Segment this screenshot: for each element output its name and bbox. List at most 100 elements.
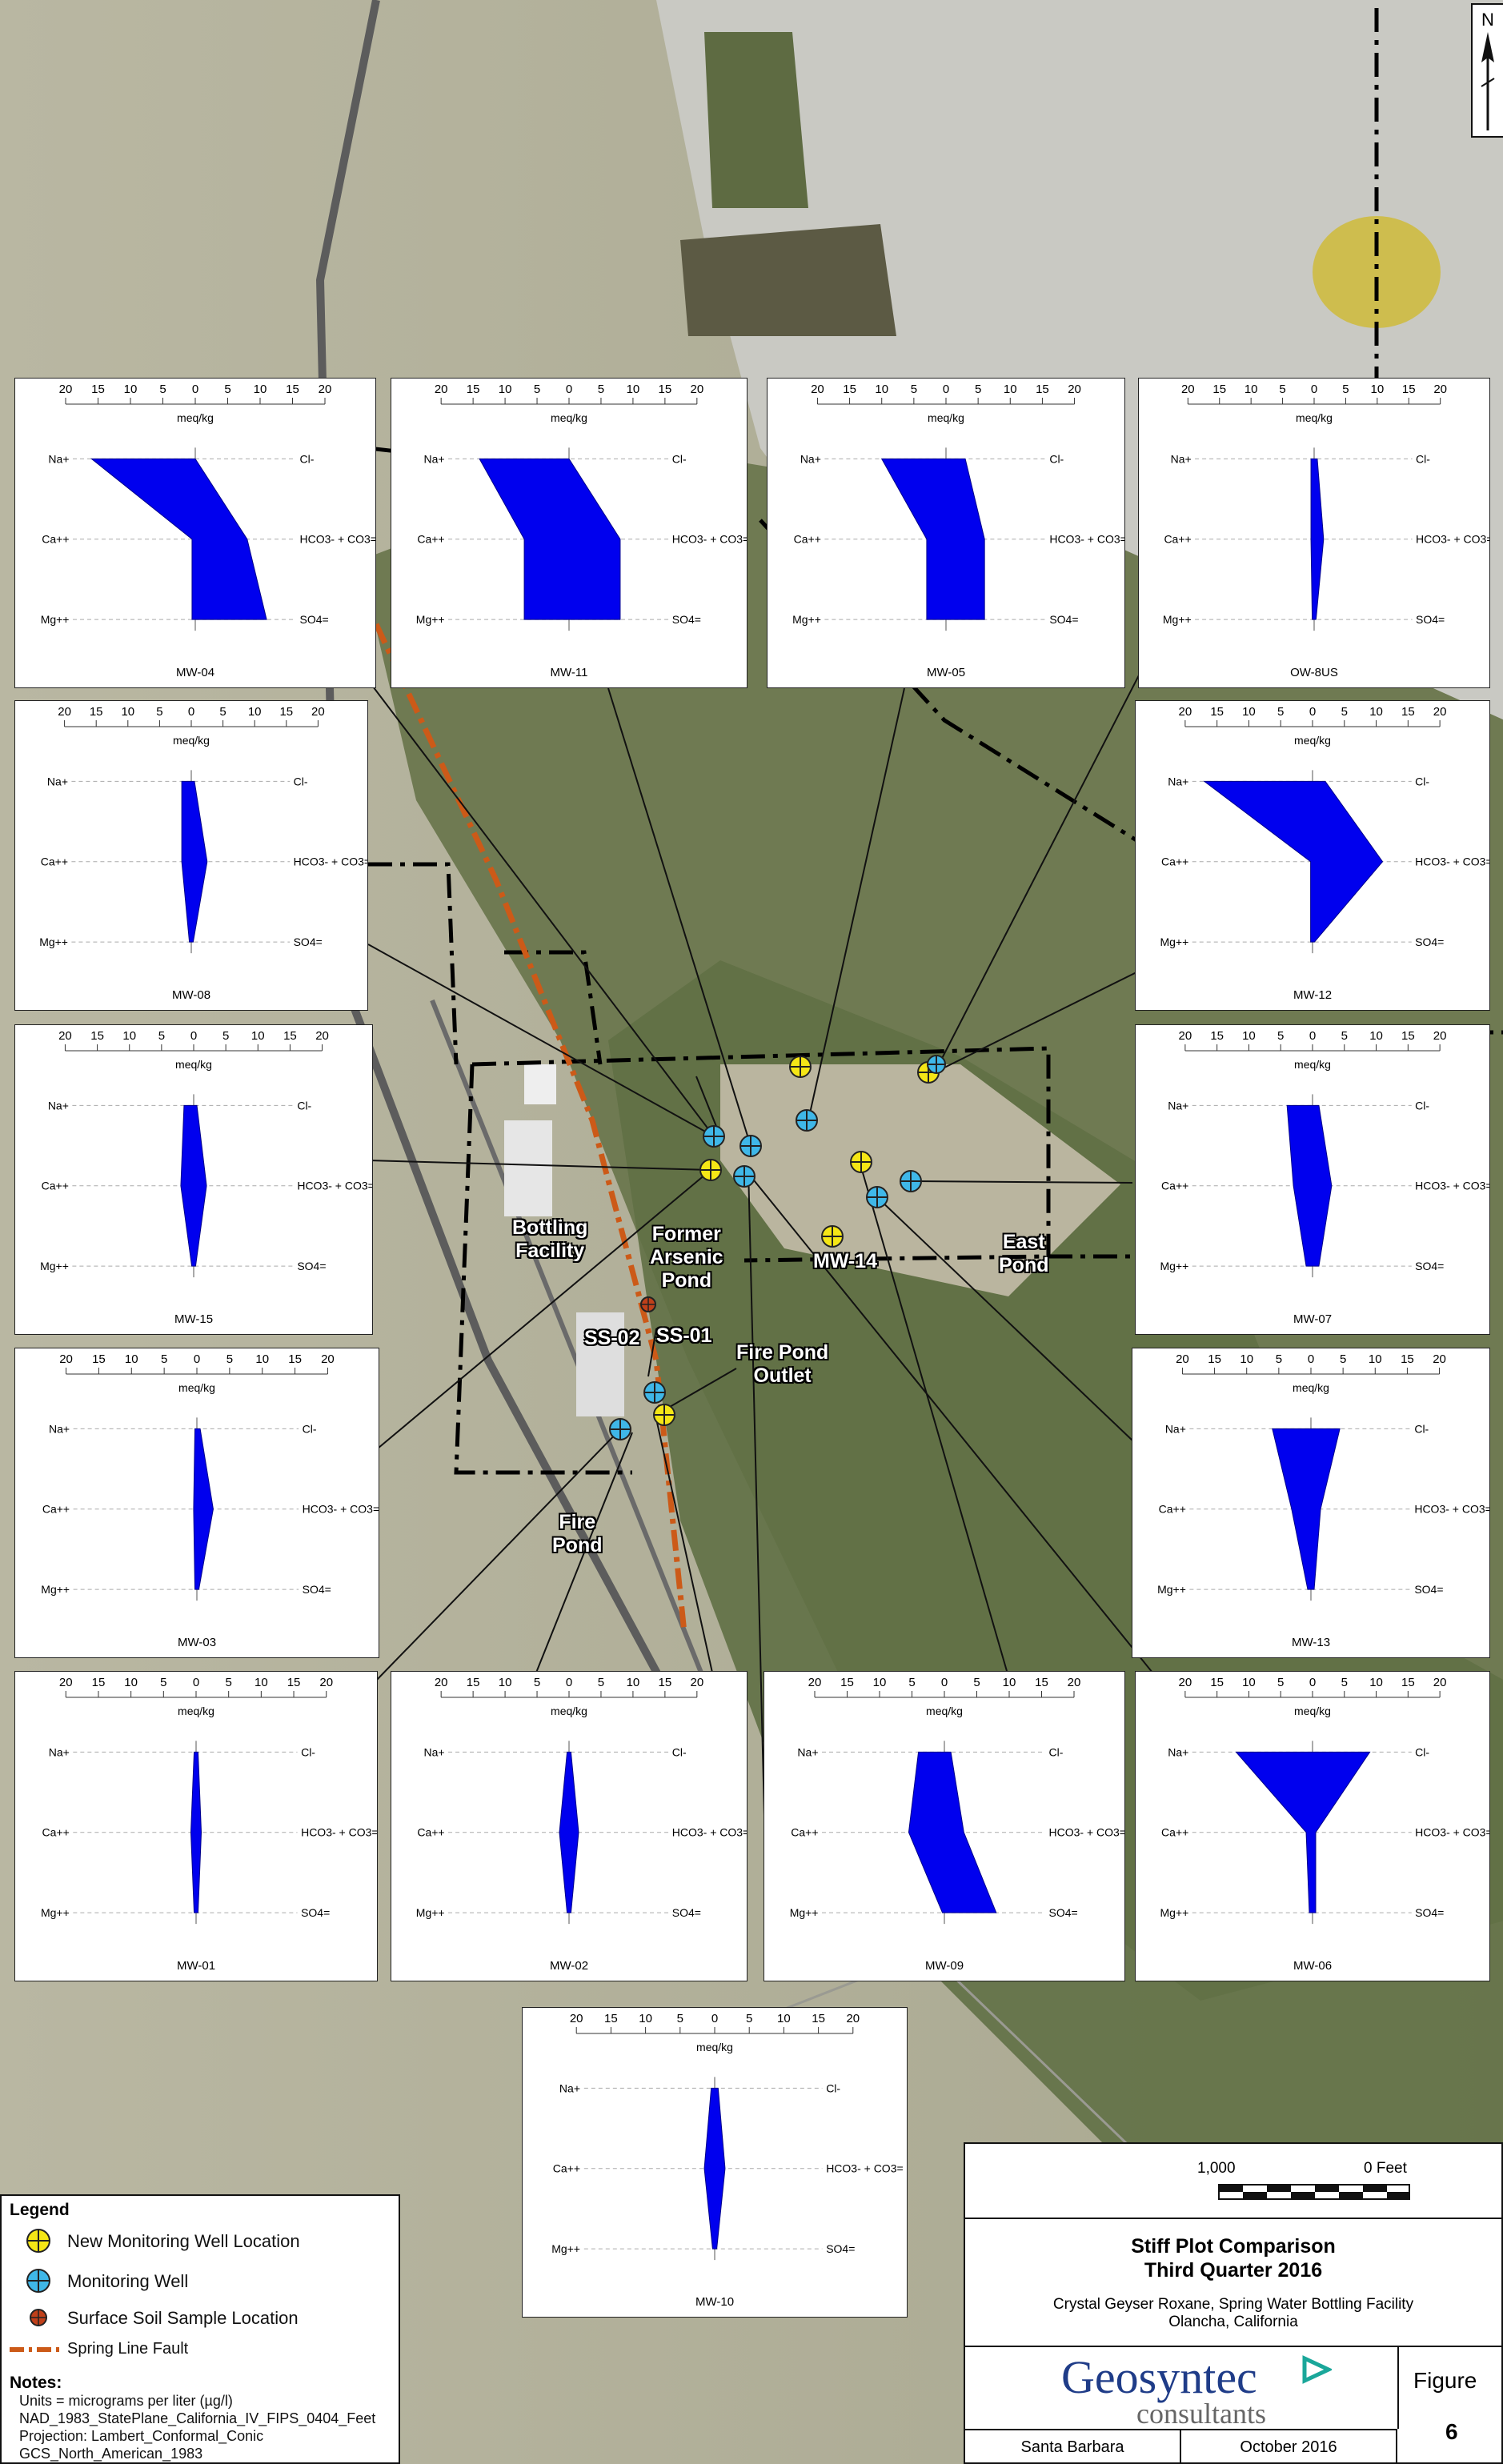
title-block: 1,000 0 Feet Stiff Plot Comparison Third… — [964, 2142, 1503, 2464]
ion-label-right: SO4= — [1414, 1583, 1443, 1596]
tick-label: 10 — [254, 383, 267, 396]
ion-label-left: Mg++ — [41, 613, 70, 626]
tick-label: 15 — [1212, 383, 1226, 396]
tick-label: 20 — [570, 2012, 583, 2025]
tick-label: 0 — [1309, 705, 1316, 719]
tick-label: 20 — [59, 1676, 73, 1689]
ion-label-left: Mg++ — [792, 613, 821, 626]
stiff-polygon — [90, 458, 267, 620]
scale-left-label: 1,000 — [1197, 2160, 1236, 2177]
tick-label: 10 — [1369, 1352, 1382, 1366]
tick-label: 20 — [319, 383, 332, 396]
units-label: meq/kg — [928, 411, 964, 424]
ion-label-right: SO4= — [300, 613, 329, 626]
tick-label: 15 — [279, 705, 293, 719]
label-former-arsenic-pond: Former Arsenic Pond — [650, 1223, 723, 1292]
tick-label: 0 — [566, 383, 572, 396]
ion-label-right: Cl- — [826, 2081, 840, 2094]
ion-label-left: Na+ — [1168, 1099, 1188, 1112]
tick-label: 20 — [1433, 705, 1447, 719]
tick-label: 0 — [941, 1676, 948, 1689]
tick-label: 10 — [255, 1676, 268, 1689]
tick-label: 5 — [219, 705, 226, 719]
tick-label: 5 — [908, 1676, 915, 1689]
ion-label-right: HCO3- + CO3= — [1049, 533, 1124, 546]
stiff-polygon — [1272, 1428, 1341, 1590]
office-cell: Santa Barbara — [965, 2429, 1181, 2464]
company-logo: Geosyntec — [1061, 2351, 1257, 2403]
tick-label: 10 — [1370, 383, 1384, 396]
tick-label: 10 — [875, 383, 888, 396]
tick-label: 20 — [1176, 1352, 1189, 1366]
plot-title: OW-8US — [1290, 666, 1338, 679]
ion-label-right: Cl- — [1049, 1745, 1064, 1758]
stiff-plot-mw-08: 20 15 10 5 0 5 10 15 20 meq/kg Na+ Cl- Ca++ HCO3- + C… — [14, 700, 368, 1011]
ion-label-left: Na+ — [424, 1745, 445, 1758]
tick-label: 20 — [1433, 1352, 1446, 1366]
tick-label: 15 — [467, 383, 480, 396]
units-label: meq/kg — [175, 1058, 212, 1071]
subtitle-line-2: Olancha, California — [1168, 2314, 1298, 2330]
units-label: meq/kg — [178, 1381, 215, 1394]
ion-label-right: Cl- — [303, 1422, 317, 1435]
tick-label: 20 — [690, 1676, 703, 1689]
north-arrow: N — [1471, 3, 1503, 138]
tick-label: 5 — [973, 1676, 980, 1689]
tick-label: 10 — [255, 1352, 269, 1366]
ion-label-left: Ca++ — [1161, 1826, 1188, 1839]
tick-label: 20 — [690, 383, 703, 396]
label-fire-pond: Fire Pond — [552, 1511, 603, 1557]
tick-label: 15 — [812, 2012, 825, 2025]
tick-label: 15 — [1210, 1676, 1224, 1689]
tick-label: 20 — [1179, 1676, 1192, 1689]
ion-label-left: Mg++ — [1157, 1583, 1186, 1596]
ion-label-left: Na+ — [47, 775, 68, 787]
plot-title: MW-09 — [925, 1959, 964, 1973]
label-ss-02: SS-02 — [584, 1327, 640, 1349]
ion-label-right: SO4= — [1415, 1906, 1444, 1919]
tick-label: 10 — [627, 1676, 640, 1689]
tick-label: 20 — [1433, 1676, 1447, 1689]
tick-label: 5 — [1341, 1029, 1348, 1043]
units-label: meq/kg — [551, 411, 587, 424]
tick-label: 20 — [1433, 383, 1447, 396]
tick-label: 0 — [1311, 383, 1317, 396]
tick-label: 5 — [222, 1029, 229, 1043]
stiff-polygon — [479, 458, 621, 620]
tick-label: 15 — [659, 1676, 672, 1689]
tick-label: 10 — [251, 1029, 265, 1043]
stiff-plot-mw-06: 20 15 10 5 0 5 10 15 20 meq/kg Na+ Cl- Ca++ HCO3- + C… — [1135, 1671, 1490, 1981]
ion-label-right: Cl- — [1415, 1745, 1429, 1758]
tick-label: 0 — [1309, 1029, 1316, 1043]
plot-title: MW-12 — [1293, 988, 1332, 1002]
units-label: meq/kg — [1293, 1381, 1329, 1394]
tick-label: 20 — [311, 705, 325, 719]
ion-label-left: Na+ — [49, 1745, 70, 1758]
plot-title: MW-15 — [174, 1312, 213, 1326]
ion-label-left: Ca++ — [41, 855, 68, 868]
ion-label-left: Mg++ — [1163, 613, 1192, 626]
office-label: Santa Barbara — [1020, 2438, 1124, 2456]
tick-label: 15 — [283, 1029, 297, 1043]
ion-label-right: HCO3- + CO3= — [297, 1180, 372, 1192]
tick-label: 5 — [534, 1676, 540, 1689]
soil-sample-icon — [30, 2309, 47, 2326]
tick-label: 20 — [435, 1676, 448, 1689]
stiff-polygon — [193, 1428, 214, 1590]
ion-label-right: SO4= — [1415, 1260, 1444, 1272]
tick-label: 5 — [226, 1352, 233, 1366]
tick-label: 5 — [1277, 705, 1284, 719]
stiff-plot-mw-13: 20 15 10 5 0 5 10 15 20 meq/kg Na+ Cl- Ca++ HCO3- + C… — [1132, 1348, 1490, 1658]
plot-title: MW-11 — [551, 666, 588, 679]
stiff-plot-mw-04: 20 15 10 5 0 5 10 15 20 meq/kg Na+ Cl- Ca++ HCO3- + C… — [14, 378, 376, 688]
tick-label: 10 — [1004, 383, 1017, 396]
notes-title: Notes: — [10, 2374, 62, 2392]
stiff-plot-mw-10: 20 15 10 5 0 5 10 15 20 meq/kg Na+ Cl- Ca++ HCO3- + C… — [522, 2007, 908, 2318]
scale-bar — [1218, 2184, 1410, 2200]
ion-label-left: Ca++ — [794, 533, 821, 546]
figure-number: 6 — [1445, 2419, 1458, 2444]
tick-label: 15 — [1036, 383, 1049, 396]
north-label: N — [1481, 10, 1494, 30]
ion-label-right: SO4= — [1416, 613, 1445, 626]
stiff-plot-mw-12: 20 15 10 5 0 5 10 15 20 meq/kg Na+ Cl- Ca++ HCO3- + C… — [1135, 700, 1490, 1011]
